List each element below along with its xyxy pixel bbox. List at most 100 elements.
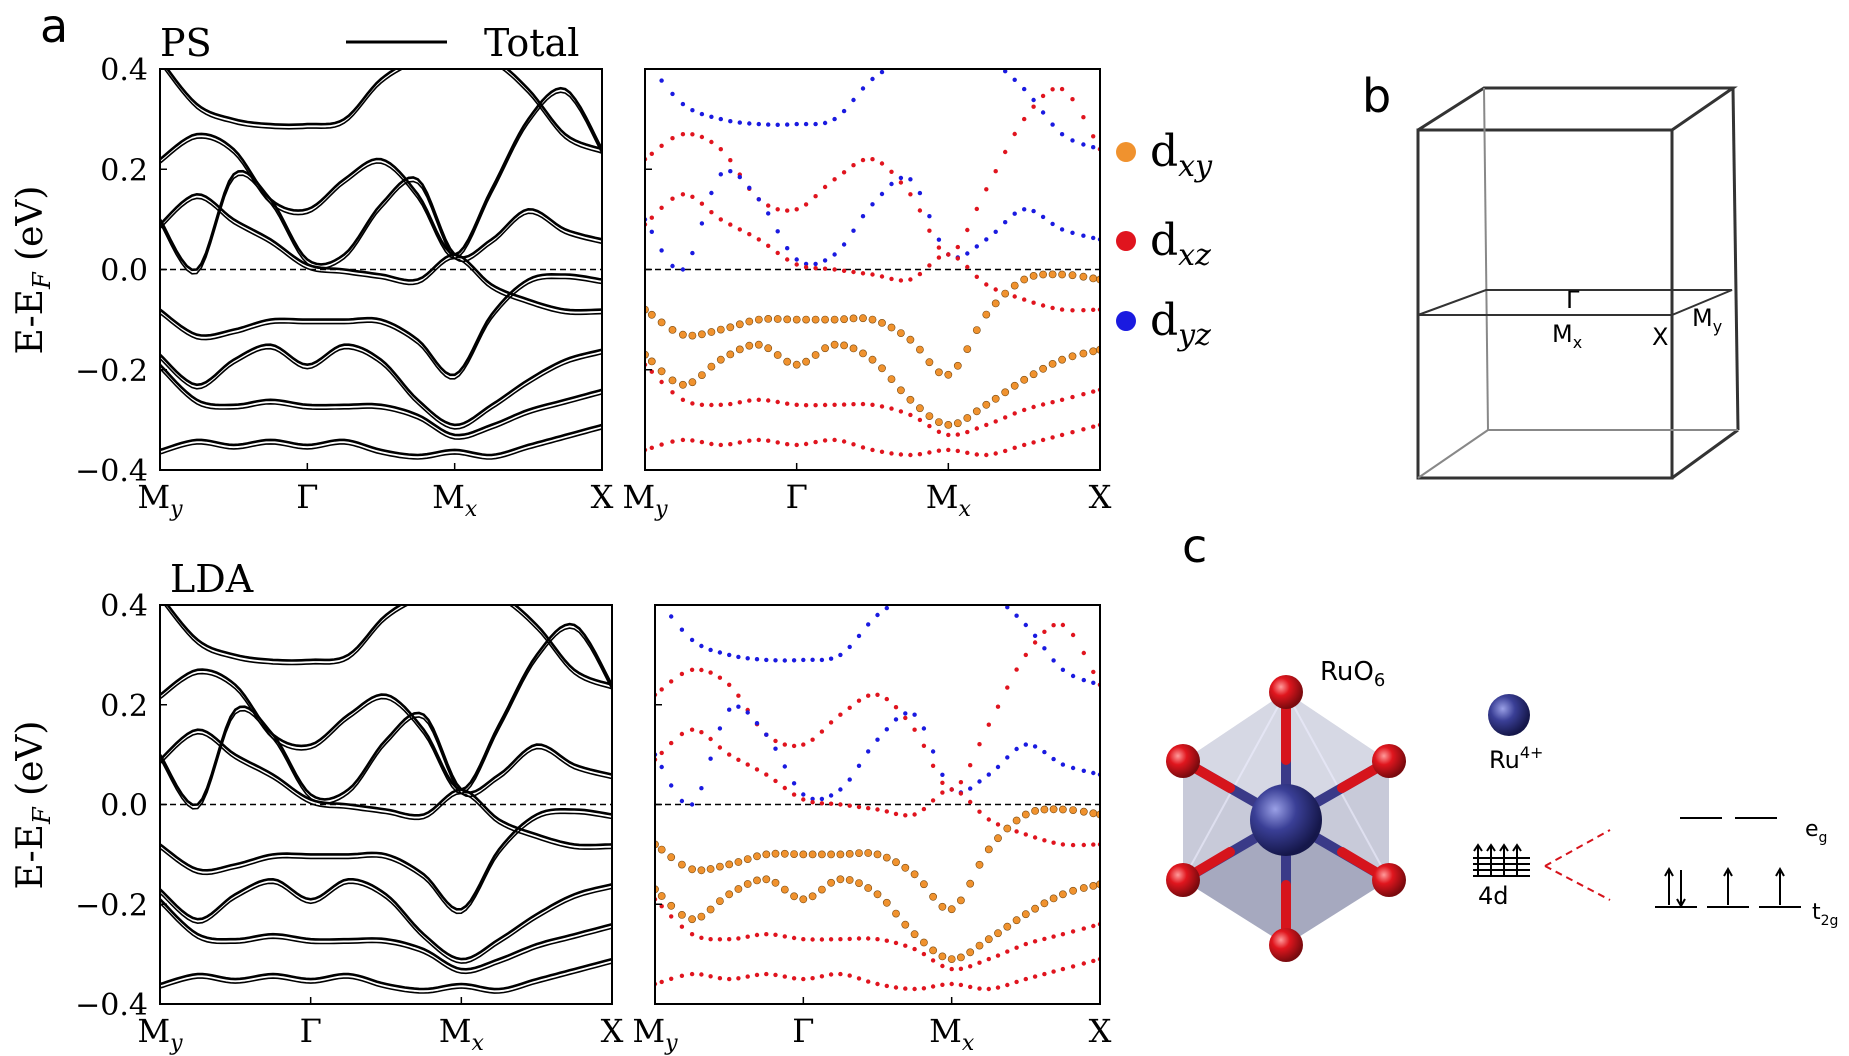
orbital-point <box>1023 652 1028 658</box>
orbital-point <box>1051 623 1056 628</box>
orbital-point <box>1031 300 1036 305</box>
orbital-point <box>1051 934 1056 939</box>
orbital-point <box>1005 685 1010 690</box>
orbital-point <box>728 442 733 447</box>
orbital-point <box>1003 220 1008 225</box>
orbital-point <box>688 865 696 874</box>
orbital-point <box>801 976 806 982</box>
orbital-point <box>1020 275 1029 284</box>
orbital-point <box>1032 974 1038 979</box>
orbital-point <box>766 438 771 443</box>
orbital-point <box>921 743 927 748</box>
orbital-point <box>670 390 675 395</box>
k-point-label: Mx <box>929 1012 975 1056</box>
orbital-point <box>993 419 998 424</box>
orbital-point <box>810 937 815 942</box>
orbital-point <box>856 633 862 639</box>
orbital-point <box>958 780 964 785</box>
orbital-point <box>1070 430 1075 435</box>
orbital-point <box>1060 667 1066 672</box>
band-line-split <box>160 91 602 260</box>
orbital-point <box>849 314 858 323</box>
orbital-point <box>707 328 716 336</box>
orbital-band <box>649 55 1100 152</box>
orbital-point <box>717 726 723 731</box>
orbital-point <box>1091 424 1096 429</box>
orbital-point <box>699 201 705 206</box>
orbital-point <box>726 350 735 359</box>
orbital-point <box>690 438 695 443</box>
orbital-point <box>855 879 863 887</box>
orbital-point <box>879 449 885 454</box>
orbital-point <box>801 797 806 802</box>
orbital-point <box>764 344 773 353</box>
orbital-point <box>887 323 896 332</box>
orbital-point <box>791 935 797 941</box>
orbital-point <box>889 181 894 187</box>
orbital-point <box>991 299 1000 308</box>
orbital-point <box>718 402 723 407</box>
orbital-point <box>918 55 922 59</box>
orbital-point <box>866 979 871 984</box>
orbital-point <box>766 398 771 403</box>
orbital-point <box>899 60 903 64</box>
orbital-point <box>856 763 862 768</box>
orbital-point <box>708 736 713 742</box>
orbital-point <box>689 802 695 807</box>
orbital-point <box>986 817 991 822</box>
orbital-point <box>737 120 742 125</box>
orbital-point <box>838 787 843 792</box>
orbital-point <box>1003 922 1012 931</box>
orbital-point <box>699 786 704 791</box>
orbital-point <box>756 397 761 402</box>
orbital-point <box>1050 122 1055 127</box>
orbital-point <box>810 737 815 742</box>
orbital-point <box>917 208 923 213</box>
orbital-point <box>1069 806 1077 814</box>
orbital-point <box>1058 270 1066 279</box>
orbital-point <box>1040 402 1046 407</box>
orbital-point <box>747 232 752 237</box>
orbital-point <box>709 441 714 447</box>
orbital-point <box>873 890 882 899</box>
orbital-point <box>995 822 1001 827</box>
orbital-point <box>791 976 797 981</box>
orbital-point <box>810 657 815 662</box>
orbital-point <box>1012 294 1017 299</box>
orbital-point <box>689 971 695 977</box>
orbital-point <box>929 892 937 901</box>
orbital-point <box>860 86 866 91</box>
orbital-point <box>893 985 899 990</box>
orbital-point <box>875 981 880 987</box>
orbital-point <box>1005 755 1010 760</box>
orbital-point <box>1040 437 1046 443</box>
orbital-point <box>828 937 834 942</box>
orbital-band <box>645 340 1100 429</box>
orbital-point <box>690 132 695 137</box>
orbital-point <box>801 937 806 942</box>
band-line <box>160 728 612 847</box>
orbital-point <box>773 972 778 978</box>
orbital-point <box>898 278 904 283</box>
ruo6-octahedron <box>1166 675 1406 962</box>
orbital-point <box>847 777 852 782</box>
orbital-point <box>727 707 732 712</box>
orbital-point <box>935 368 943 377</box>
orbital-point <box>1050 221 1055 227</box>
orbital-point <box>819 801 825 806</box>
orbital-point <box>794 402 799 407</box>
orbital-point <box>773 658 778 663</box>
orbital-point <box>819 796 825 802</box>
t2g-label: t2g <box>1812 900 1838 929</box>
orbital-point <box>947 955 956 963</box>
orbital-point <box>1091 770 1096 776</box>
orbital-point <box>649 215 654 220</box>
orbital-point <box>968 964 973 969</box>
k-point-label: My <box>137 1012 183 1056</box>
orbital-point <box>838 802 843 807</box>
band-line-split <box>160 962 612 994</box>
orbital-point <box>688 378 697 387</box>
orbital-point <box>906 335 915 344</box>
orbital-point <box>754 767 760 772</box>
orbital-point <box>986 956 991 962</box>
